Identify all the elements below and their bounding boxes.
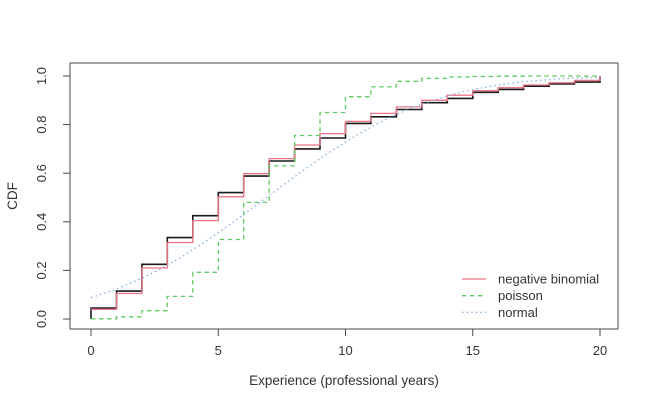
y-axis-tick-label: 0.0 xyxy=(34,310,49,328)
x-axis-title: Experience (professional years) xyxy=(249,373,439,388)
series-layer xyxy=(90,75,601,320)
legend-item: poisson xyxy=(462,288,543,303)
legend-item: negative binomial xyxy=(462,272,599,287)
series-line-normal xyxy=(90,76,601,299)
x-axis-tick-label: 20 xyxy=(593,343,607,358)
x-axis-tick-label: 0 xyxy=(87,343,94,358)
legend-label: negative binomial xyxy=(498,272,599,287)
legend-item: normal xyxy=(462,305,538,320)
y-axis-tick-label: 0.6 xyxy=(34,164,49,182)
legend-label: normal xyxy=(498,305,538,320)
y-axis-tick-label: 0.2 xyxy=(34,261,49,279)
x-axis-tick-label: 5 xyxy=(215,343,222,358)
x-axis-tick-label: 15 xyxy=(466,343,480,358)
x-axis-tick-label: 10 xyxy=(338,343,352,358)
y-axis-tick-label: 0.4 xyxy=(34,213,49,231)
plot-frame xyxy=(69,62,619,330)
y-axis-tick-label: 1.0 xyxy=(34,67,49,85)
axes-layer: 0 5 10 15 20 0.0 0.2 0.4 0.6 0.8 1.0 xyxy=(34,62,619,358)
labels-layer: Experience (professional years) CDF xyxy=(5,182,439,388)
y-axis-title: CDF xyxy=(5,182,20,210)
legend-label: poisson xyxy=(498,288,543,303)
series-line-poisson xyxy=(91,75,600,320)
series-line-negative-binomial xyxy=(91,76,601,310)
y-axis-tick-label: 0.8 xyxy=(34,116,49,134)
